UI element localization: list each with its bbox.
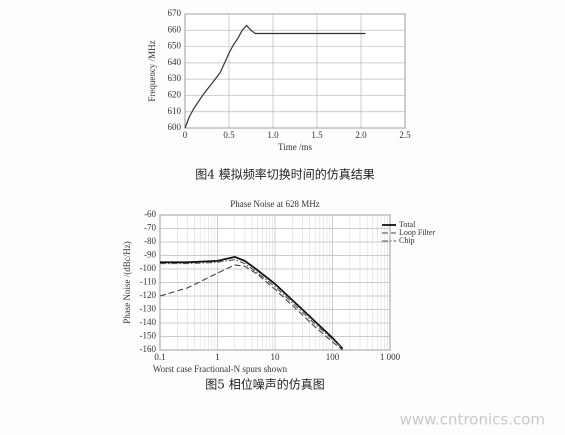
y-tick-label: 620 bbox=[168, 89, 182, 99]
caption: 图4 模拟频率切换时间的仿真结果 bbox=[195, 167, 374, 182]
x-tick-label: 2.5 bbox=[399, 130, 411, 140]
x-tick-label: 0 bbox=[183, 130, 188, 140]
y-tick-label: -160 bbox=[140, 344, 157, 354]
legend-label: Total bbox=[399, 220, 416, 229]
y-tick-label: -110 bbox=[140, 277, 157, 287]
y-tick-label: 600 bbox=[168, 122, 182, 132]
y-tick-label: 610 bbox=[168, 106, 182, 116]
x-axis-label: Time /ms bbox=[278, 142, 312, 152]
y-tick-label: 630 bbox=[168, 73, 182, 83]
x-tick-label: 1 000 bbox=[380, 352, 401, 362]
y-tick-label: -70 bbox=[144, 223, 156, 233]
y-axis-label: Frequency /MHz bbox=[147, 40, 157, 101]
x-tick-label: 10 bbox=[271, 352, 281, 362]
data-line bbox=[159, 264, 343, 351]
x-tick-label: 100 bbox=[326, 352, 340, 362]
chart-title: Phase Noise at 628 MHz bbox=[230, 199, 320, 209]
y-tick-label: 650 bbox=[168, 41, 182, 51]
x-tick-label: 2.0 bbox=[355, 130, 367, 140]
watermark: www.cntronics.com bbox=[400, 411, 545, 429]
legend-label: Loop Filter bbox=[399, 228, 436, 237]
y-tick-label: -80 bbox=[144, 236, 156, 246]
y-tick-label: -150 bbox=[140, 331, 157, 341]
y-tick-label: -130 bbox=[140, 304, 157, 314]
y-tick-label: -140 bbox=[140, 317, 157, 327]
y-axis-label: Phase Noise /(dBc/Hz) bbox=[122, 241, 132, 323]
caption: 图5 相位噪声的仿真图 bbox=[205, 377, 324, 392]
data-line bbox=[160, 259, 343, 350]
y-tick-label: -120 bbox=[140, 290, 157, 300]
data-line bbox=[184, 24, 366, 129]
plot-area bbox=[184, 13, 406, 129]
y-tick-label: 660 bbox=[168, 24, 182, 34]
data-line bbox=[160, 255, 344, 350]
y-tick-label: -100 bbox=[140, 263, 157, 273]
y-tick-label: -90 bbox=[144, 250, 156, 260]
x-tick-label: 0.1 bbox=[154, 352, 165, 362]
x-axis-label: Worst case Fractional-N spurs shown bbox=[153, 364, 288, 374]
x-tick-label: 1.5 bbox=[311, 130, 323, 140]
x-tick-label: 1 bbox=[215, 352, 220, 362]
x-tick-label: 1.0 bbox=[267, 130, 279, 140]
y-tick-label: -60 bbox=[144, 209, 156, 219]
x-tick-label: 0.5 bbox=[223, 130, 235, 140]
y-tick-label: 670 bbox=[168, 8, 182, 18]
y-tick-label: 640 bbox=[168, 57, 182, 67]
legend-label: Chip bbox=[399, 236, 415, 245]
